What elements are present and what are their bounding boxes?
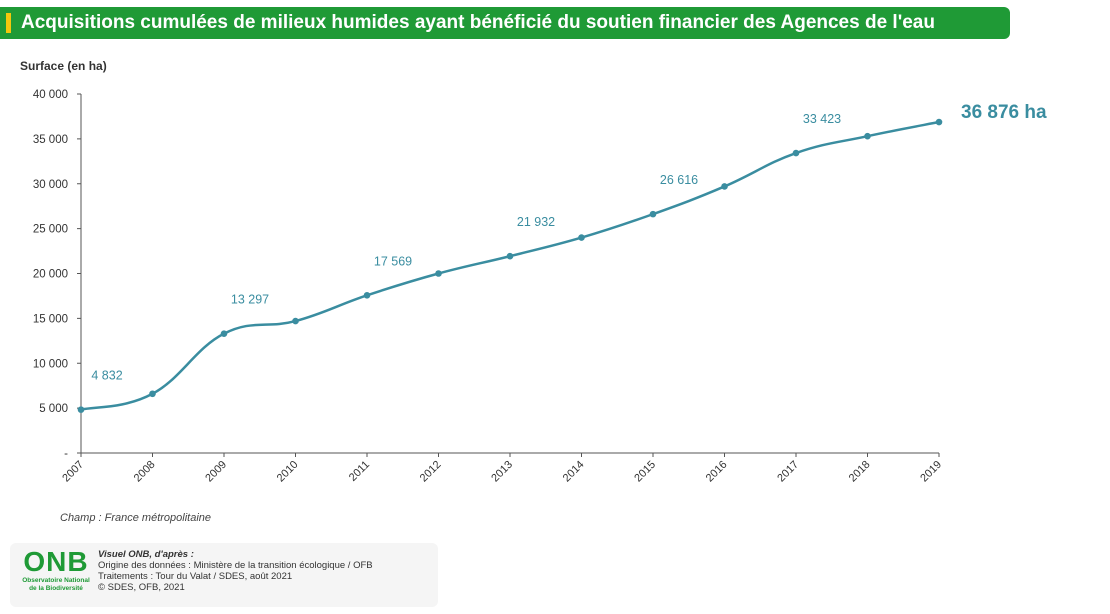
source-visuel: Visuel ONB, d'après : bbox=[98, 549, 194, 560]
data-point bbox=[149, 390, 156, 398]
title-bar: Acquisitions cumulées de milieux humides… bbox=[0, 7, 1010, 39]
x-tick-label: 2012 bbox=[418, 459, 444, 485]
x-tick-label: 2014 bbox=[561, 459, 587, 485]
source-copyright: © SDES, OFB, 2021 bbox=[98, 582, 185, 593]
data-point bbox=[292, 317, 299, 325]
x-tick-label: 2009 bbox=[203, 459, 229, 485]
data-label: 21 932 bbox=[517, 215, 555, 229]
final-value-label: 36 876 ha bbox=[961, 102, 1047, 123]
source-traitements: Traitements : Tour du Valat / SDES, août… bbox=[98, 571, 293, 582]
data-point bbox=[649, 210, 657, 218]
y-tick-label: 5 000 bbox=[39, 403, 68, 415]
data-point bbox=[77, 406, 85, 413]
series-line bbox=[80, 120, 940, 411]
x-tick-label: 2011 bbox=[347, 459, 372, 484]
y-tick-label: 35 000 bbox=[33, 134, 68, 146]
data-point bbox=[721, 183, 728, 190]
scope-note: Champ : France métropolitaine bbox=[60, 512, 212, 524]
data-point bbox=[506, 252, 514, 260]
data-point bbox=[220, 330, 228, 337]
y-tick-label: 15 000 bbox=[33, 313, 68, 325]
logo-text: ONB bbox=[23, 546, 89, 577]
logo-subtitle-2: de la Biodiversité bbox=[29, 585, 83, 592]
data-point bbox=[864, 132, 871, 140]
y-tick-label: 30 000 bbox=[33, 179, 68, 191]
x-tick-label: 2015 bbox=[632, 459, 658, 485]
data-label: 13 297 bbox=[231, 293, 269, 307]
x-tick-label: 2013 bbox=[489, 459, 515, 485]
data-label: 17 569 bbox=[374, 254, 412, 268]
logo-subtitle-1: Observatoire National bbox=[22, 577, 90, 584]
chart-title: Acquisitions cumulées de milieux humides… bbox=[21, 12, 935, 33]
x-tick-label: 2017 bbox=[775, 459, 801, 485]
y-tick-label: - bbox=[64, 448, 68, 460]
data-point bbox=[935, 118, 943, 126]
data-label: 33 423 bbox=[803, 112, 841, 126]
x-tick-label: 2016 bbox=[704, 459, 730, 485]
x-tick-label: 2019 bbox=[918, 459, 944, 485]
x-tick-label: 2010 bbox=[275, 459, 301, 485]
line-chart: - 5 000 10 000 15 000 20 000 25 000 30 000 35 0… bbox=[33, 89, 1047, 485]
onb-logo: ONB Observatoire National de la Biodiver… bbox=[20, 547, 92, 593]
title-accent-bar bbox=[6, 13, 11, 33]
y-tick-label: 25 000 bbox=[33, 224, 68, 236]
data-label: 4 832 bbox=[91, 369, 122, 383]
x-tick-label: 2018 bbox=[847, 459, 873, 485]
y-tick-label: 40 000 bbox=[33, 89, 68, 101]
data-point bbox=[578, 234, 585, 241]
y-axis-label: Surface (en ha) bbox=[20, 59, 107, 73]
x-tick-label: 2007 bbox=[60, 459, 86, 485]
y-tick-label: 20 000 bbox=[33, 269, 68, 281]
source-block: Visuel ONB, d'après : Origine des donnée… bbox=[98, 549, 373, 593]
footer: ONB Observatoire National de la Biodiver… bbox=[10, 543, 438, 607]
data-point bbox=[435, 270, 442, 277]
y-tick-label: 10 000 bbox=[33, 358, 68, 370]
source-origine: Origine des données : Ministère de la tr… bbox=[98, 560, 373, 571]
data-point bbox=[792, 149, 800, 157]
data-point bbox=[363, 292, 371, 299]
x-tick-label: 2008 bbox=[132, 459, 158, 485]
data-label: 26 616 bbox=[660, 173, 698, 187]
